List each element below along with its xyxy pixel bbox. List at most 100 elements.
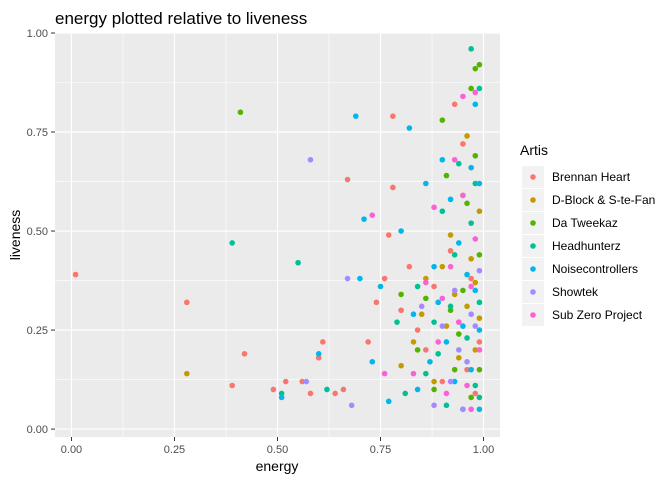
data-point	[476, 394, 483, 401]
data-point	[344, 275, 351, 282]
data-point	[460, 192, 466, 199]
data-point	[472, 101, 479, 108]
data-point	[439, 378, 446, 385]
y-tick-label: 0.50	[27, 226, 48, 238]
data-point	[282, 378, 289, 385]
data-point	[447, 303, 454, 310]
data-point	[365, 339, 371, 345]
data-point	[476, 180, 483, 187]
x-tick-label: 0.00	[61, 444, 82, 456]
data-point	[427, 358, 433, 365]
data-point	[431, 402, 437, 409]
data-point	[332, 390, 338, 397]
y-tick-label: 0.00	[27, 424, 48, 436]
data-point	[418, 311, 425, 318]
data-point	[472, 180, 479, 187]
data-point	[423, 180, 429, 187]
x-tick-label: 1.00	[473, 444, 494, 456]
data-point	[455, 319, 462, 325]
data-point	[410, 339, 417, 345]
data-point	[439, 323, 446, 329]
data-point	[390, 113, 396, 119]
x-tick-label: 0.75	[370, 444, 391, 456]
data-point	[439, 156, 446, 163]
chart-title: energy plotted relative to liveness	[55, 9, 307, 28]
data-point	[303, 378, 310, 385]
data-point	[468, 46, 474, 52]
data-point	[237, 109, 244, 116]
data-point	[460, 287, 466, 294]
data-point	[447, 307, 454, 314]
data-point	[431, 319, 437, 325]
data-point	[423, 279, 429, 286]
data-point	[315, 354, 322, 361]
gridlines	[55, 32, 500, 437]
legend-label: Sub Zero Project	[552, 308, 643, 322]
data-point	[451, 291, 458, 298]
data-point	[270, 386, 277, 393]
series-da-tweekaz	[237, 61, 483, 401]
data-point	[468, 366, 474, 373]
data-point	[447, 263, 454, 270]
data-point	[476, 61, 483, 68]
data-point	[431, 283, 437, 290]
data-point	[472, 236, 479, 242]
data-point	[184, 370, 190, 377]
data-point	[468, 255, 474, 262]
legend-label: Showtek	[552, 285, 599, 299]
data-point	[464, 366, 470, 373]
data-point	[464, 335, 470, 341]
data-point	[468, 164, 474, 171]
data-point	[229, 382, 235, 389]
legend-label: Headhunterz	[552, 239, 621, 253]
data-point	[464, 358, 470, 365]
data-point	[472, 347, 479, 353]
data-point	[431, 378, 437, 385]
series-noisecontrollers	[278, 101, 483, 413]
data-point	[278, 390, 285, 397]
data-point	[381, 275, 388, 282]
data-point	[460, 141, 466, 147]
data-point	[394, 319, 400, 325]
data-point	[476, 85, 483, 92]
y-tick-label: 0.75	[27, 127, 48, 139]
data-point	[476, 406, 483, 413]
data-point	[447, 196, 454, 203]
legend-key-point	[530, 289, 536, 295]
data-point	[451, 366, 458, 373]
data-point	[423, 295, 429, 302]
data-point	[451, 156, 458, 163]
data-point	[468, 85, 474, 92]
data-point	[443, 323, 450, 329]
data-point	[476, 208, 483, 215]
data-point	[410, 370, 417, 377]
data-point	[423, 370, 429, 377]
data-point	[476, 315, 483, 321]
data-point	[472, 390, 479, 397]
data-point	[476, 327, 483, 333]
data-point	[398, 362, 404, 369]
data-point	[443, 172, 450, 179]
data-point	[320, 339, 326, 345]
legend-item: Showtek	[522, 281, 599, 303]
data-point	[348, 402, 355, 409]
series-sub-zero-project	[369, 89, 483, 413]
legend-key-point	[530, 220, 536, 226]
data-point	[398, 228, 404, 234]
data-point	[476, 267, 483, 274]
data-point	[472, 89, 479, 96]
x-tick-label: 0.25	[164, 444, 185, 456]
data-point	[344, 176, 351, 183]
data-point	[423, 347, 429, 353]
data-point	[340, 386, 347, 393]
data-point	[402, 390, 409, 397]
y-tick-label: 1.00	[27, 28, 48, 40]
data-point	[451, 378, 458, 385]
data-point	[390, 184, 396, 191]
data-point	[435, 339, 441, 345]
legend: Artis Brennan Heart D-Block & S-te-Fan Da …	[520, 142, 655, 326]
legend-label: D-Block & S-te-Fan	[552, 193, 655, 207]
legend-label: Noisecontrollers	[552, 262, 638, 276]
data-point	[460, 406, 466, 413]
data-point	[229, 240, 235, 246]
